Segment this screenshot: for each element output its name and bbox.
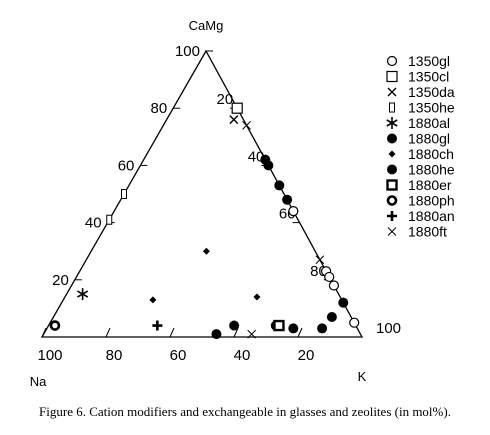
right-edge-tick-label: 40 [248, 148, 265, 165]
right-edge-tick-label: 100 [376, 320, 401, 337]
legend-marker-1350da [387, 87, 397, 97]
legend-label: 1880ft [408, 224, 447, 240]
legend-marker-1880ph [386, 195, 398, 206]
data-point-1350da [229, 115, 239, 125]
data-point-1880ch [149, 296, 157, 304]
legend-label: 1350gl [408, 53, 450, 69]
vertex-label-left: Na [30, 374, 47, 389]
right-edge-tick-label: 80 [310, 263, 327, 280]
legend-label: 1880er [408, 177, 452, 193]
data-point-1350he [121, 189, 127, 199]
legend-label: 1880ch [408, 146, 454, 162]
data-point-1350cl [231, 102, 243, 114]
data-point-1880gl [317, 323, 328, 334]
tick-marks [41, 50, 331, 338]
data-point-1880ft [242, 121, 251, 130]
left-edge-tick-label: 80 [151, 100, 168, 117]
bottom-edge-tick-label: 20 [298, 347, 315, 364]
data-point-1880al [77, 288, 89, 301]
data-point-1880gl [282, 194, 293, 205]
data-point-1880ft [247, 329, 256, 339]
bottom-edge-tick-label: 100 [37, 347, 62, 364]
legend-label: 1880an [408, 208, 455, 224]
data-point-1880he [229, 320, 240, 331]
vertex-labels: CaMg Na K [30, 18, 367, 389]
bottom-edge-tick [233, 327, 239, 338]
data-point-1350gl [324, 271, 335, 283]
data-point-1880ch [202, 247, 210, 255]
legend-marker-1880ch [388, 150, 396, 158]
legend-label: 1880he [408, 162, 455, 178]
legend-label: 1880ph [408, 193, 455, 209]
data-point-1880ph [49, 320, 61, 331]
data-point-1880gl [211, 329, 222, 340]
legend-marker-1350he [389, 102, 395, 113]
legend-label: 1880al [408, 115, 450, 131]
legend-marker-1880ft [387, 227, 397, 236]
left-edge-tick-label: 20 [52, 272, 69, 289]
legend-marker-1350gl [386, 55, 398, 67]
data-point-1880gl [288, 323, 299, 334]
data-point-1880er [273, 319, 285, 332]
right-edge-tick-label: 20 [217, 91, 234, 108]
data-point-1880an [152, 320, 163, 331]
bottom-edge-tick [169, 327, 175, 338]
triangle-outline [40, 49, 364, 338]
legend: 1350gl1350cl1350da1350he1880al1880gl1880… [386, 53, 455, 240]
bottom-edge-tick [41, 327, 47, 338]
legend-marker-1880an [387, 211, 397, 221]
bottom-edge-tick-label: 60 [170, 347, 187, 364]
data-point-1880ft [315, 255, 325, 265]
legend-marker-1880er [386, 179, 398, 191]
bottom-edge-tick-label: 80 [106, 347, 123, 364]
data-point-1350gl [328, 280, 340, 291]
legend-label: 1350da [408, 84, 455, 100]
data-point-1880gl [274, 180, 285, 191]
bottom-edge-tick [297, 327, 303, 338]
vertex-label-top: CaMg [189, 18, 224, 33]
bottom-edge-tick [105, 327, 111, 338]
data-point-1880gl [263, 160, 274, 171]
legend-marker-1350cl [386, 70, 398, 83]
legend-marker-1880he [387, 164, 397, 175]
legend-label: 1350cl [408, 69, 449, 85]
legend-marker-1880gl [387, 133, 397, 144]
legend-marker-1880al [386, 117, 398, 129]
figure-caption: Figure 6. Cation modifiers and exchangea… [39, 404, 451, 419]
data-point-1350gl [288, 206, 299, 217]
data-point-1350he [106, 214, 113, 225]
vertex-label-right: K [358, 369, 367, 384]
left-edge-tick-label: 40 [85, 215, 102, 232]
data-point-1880gl [326, 311, 337, 322]
data-point-1880ch [253, 293, 261, 301]
left-edge-tick-label: 60 [118, 157, 135, 174]
left-edge-tick-label: 100 [175, 43, 200, 60]
legend-label: 1350he [408, 100, 455, 116]
data-point-1350gl [349, 317, 360, 328]
data-point-1880gl [338, 297, 349, 308]
bottom-edge-tick-label: 40 [234, 347, 251, 364]
data-points [49, 102, 360, 340]
triangle-frame [40, 49, 364, 338]
legend-label: 1880gl [408, 131, 450, 147]
